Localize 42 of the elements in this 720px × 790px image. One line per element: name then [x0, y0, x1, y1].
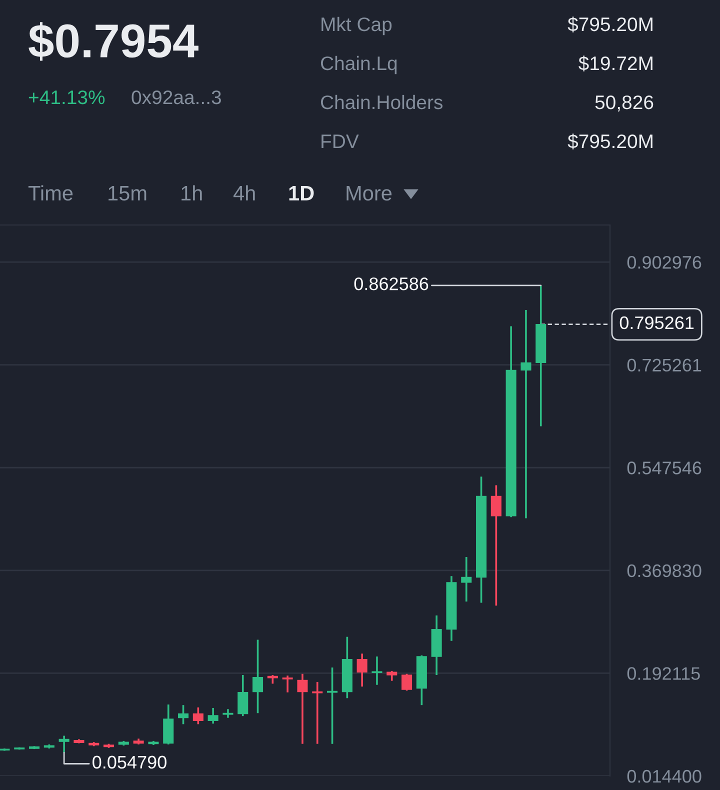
text: 1h: [182, 185, 202, 200]
text: Chain.Lq: [320, 56, 397, 74]
text: Mkt Cap: [322, 16, 392, 36]
candlestick: [252, 638, 264, 714]
candlestick: [312, 681, 323, 745]
text: 15m: [108, 186, 146, 201]
candlestick: [386, 670, 398, 682]
text: 4h: [233, 185, 255, 200]
candlestick: [490, 484, 502, 607]
candlestick: [297, 672, 308, 745]
candlestick: [282, 674, 293, 694]
candlestick: [178, 704, 189, 726]
ref-line-label: 0.795261: [620, 316, 694, 330]
text: Time: [28, 185, 73, 201]
y-tick-label: 0.902976: [627, 256, 702, 269]
text: More: [346, 186, 392, 201]
candlestick: [372, 656, 382, 686]
candlestick: [356, 652, 368, 688]
y-tick-label: 0.369830: [627, 564, 702, 578]
y-tick-label: 0.725261: [627, 358, 702, 372]
text: $795.20M: [568, 134, 652, 150]
candlestick: [208, 707, 218, 724]
text: $19.72M: [578, 56, 652, 72]
candlestick: [58, 734, 70, 754]
candlestick: [238, 674, 248, 717]
y-tick-label: 0.192115: [627, 667, 700, 680]
text: $795.20M: [568, 16, 652, 32]
text: Chain.Holders: [320, 94, 443, 110]
text: $0.7954: [28, 22, 198, 61]
candlestick: [192, 706, 204, 726]
candlestick: [520, 309, 532, 520]
candlestick: [402, 672, 412, 692]
text: +41.13%: [28, 90, 105, 104]
annotation: 0.054790: [92, 756, 166, 769]
candlestick: [461, 556, 472, 602]
text: FDV: [322, 134, 359, 148]
y-tick-label: 0.547546: [627, 462, 702, 474]
annotation: 0.862586: [354, 277, 428, 290]
text: 50,826: [595, 95, 654, 112]
text: 1D: [289, 186, 314, 200]
text: 0x92aa...3: [132, 90, 221, 104]
y-tick-label: 0.014400: [627, 770, 702, 783]
